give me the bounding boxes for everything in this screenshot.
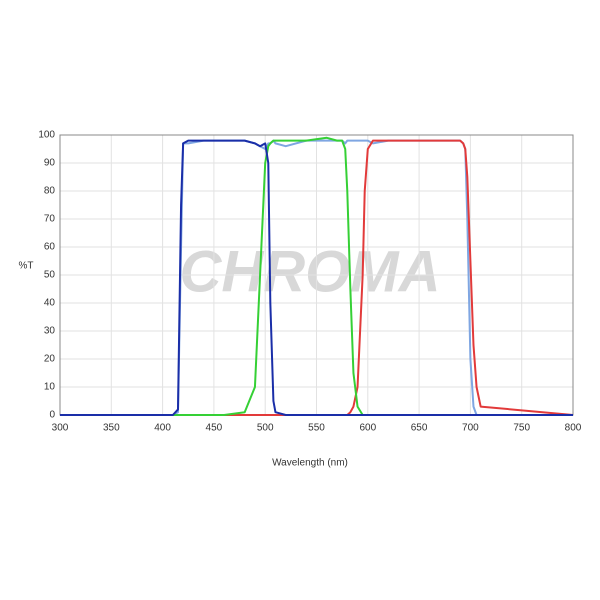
x-axis-label: Wavelength (nm) bbox=[272, 458, 348, 469]
y-tick-label: 80 bbox=[44, 186, 56, 197]
x-tick-label: 800 bbox=[565, 423, 582, 434]
y-tick-label: 90 bbox=[44, 158, 56, 169]
x-tick-label: 450 bbox=[206, 423, 223, 434]
y-tick-label: 20 bbox=[44, 354, 56, 365]
y-tick-label: 40 bbox=[44, 298, 56, 309]
y-tick-label: 70 bbox=[44, 214, 56, 225]
y-axis-label: %T bbox=[19, 261, 34, 272]
y-tick-label: 0 bbox=[49, 410, 55, 421]
x-tick-label: 400 bbox=[154, 423, 171, 434]
y-tick-label: 50 bbox=[44, 270, 56, 281]
x-tick-label: 300 bbox=[52, 423, 69, 434]
y-tick-label: 10 bbox=[44, 382, 56, 393]
series-line bbox=[60, 139, 573, 416]
y-tick-label: 100 bbox=[38, 130, 55, 141]
x-tick-label: 650 bbox=[411, 423, 428, 434]
watermark: CHROMA bbox=[180, 239, 441, 304]
x-tick-label: 600 bbox=[359, 423, 376, 434]
x-tick-label: 700 bbox=[462, 423, 479, 434]
y-tick-label: 30 bbox=[44, 326, 56, 337]
x-tick-label: 750 bbox=[513, 423, 530, 434]
y-tick-label: 60 bbox=[44, 242, 56, 253]
x-tick-label: 500 bbox=[257, 423, 274, 434]
x-tick-label: 550 bbox=[308, 423, 325, 434]
x-tick-label: 350 bbox=[103, 423, 120, 434]
